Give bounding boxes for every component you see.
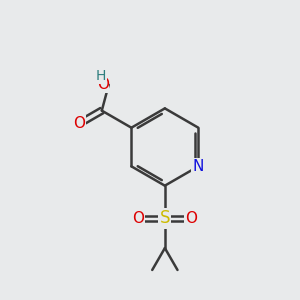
Text: O: O [186,211,198,226]
Text: O: O [132,211,144,226]
Text: O: O [73,116,85,131]
Text: O: O [97,77,109,92]
Text: H: H [96,69,106,83]
Text: S: S [160,209,170,227]
Text: N: N [193,159,204,174]
